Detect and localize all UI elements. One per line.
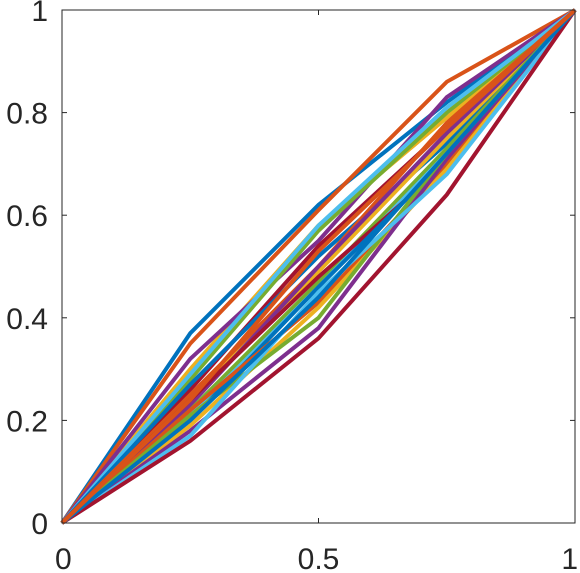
x-tick-label: 0	[55, 543, 72, 573]
series-line-8	[60, 8, 577, 525]
series-line-20	[60, 8, 577, 525]
y-tick-label: 0.2	[6, 405, 48, 438]
tick-layer: 0 0.5 1 0 0.2 0.4 0.6 0.8 1	[6, 0, 578, 573]
y-tick-label: 1	[31, 0, 48, 28]
series-line-4	[60, 8, 577, 525]
series-line-17	[60, 8, 577, 525]
y-tick-label: 0.6	[6, 200, 48, 233]
series-line-23	[60, 8, 577, 525]
y-tick-label: 0.4	[6, 303, 48, 336]
series-line-5	[60, 8, 577, 525]
series-line-2	[60, 8, 576, 525]
x-tick-label: 0.5	[298, 543, 340, 573]
series-line-16	[60, 8, 577, 525]
series-line-11	[60, 8, 577, 525]
series-line-1	[60, 8, 577, 525]
y-tick-label: 0.8	[6, 98, 48, 131]
series-line-18	[60, 8, 577, 525]
y-tick-label: 0	[31, 508, 48, 541]
series-layer	[60, 8, 577, 525]
series-line-6	[60, 8, 577, 525]
series-line-22	[60, 8, 577, 525]
series-line-21	[60, 8, 577, 525]
x-tick-label: 1	[561, 543, 578, 573]
